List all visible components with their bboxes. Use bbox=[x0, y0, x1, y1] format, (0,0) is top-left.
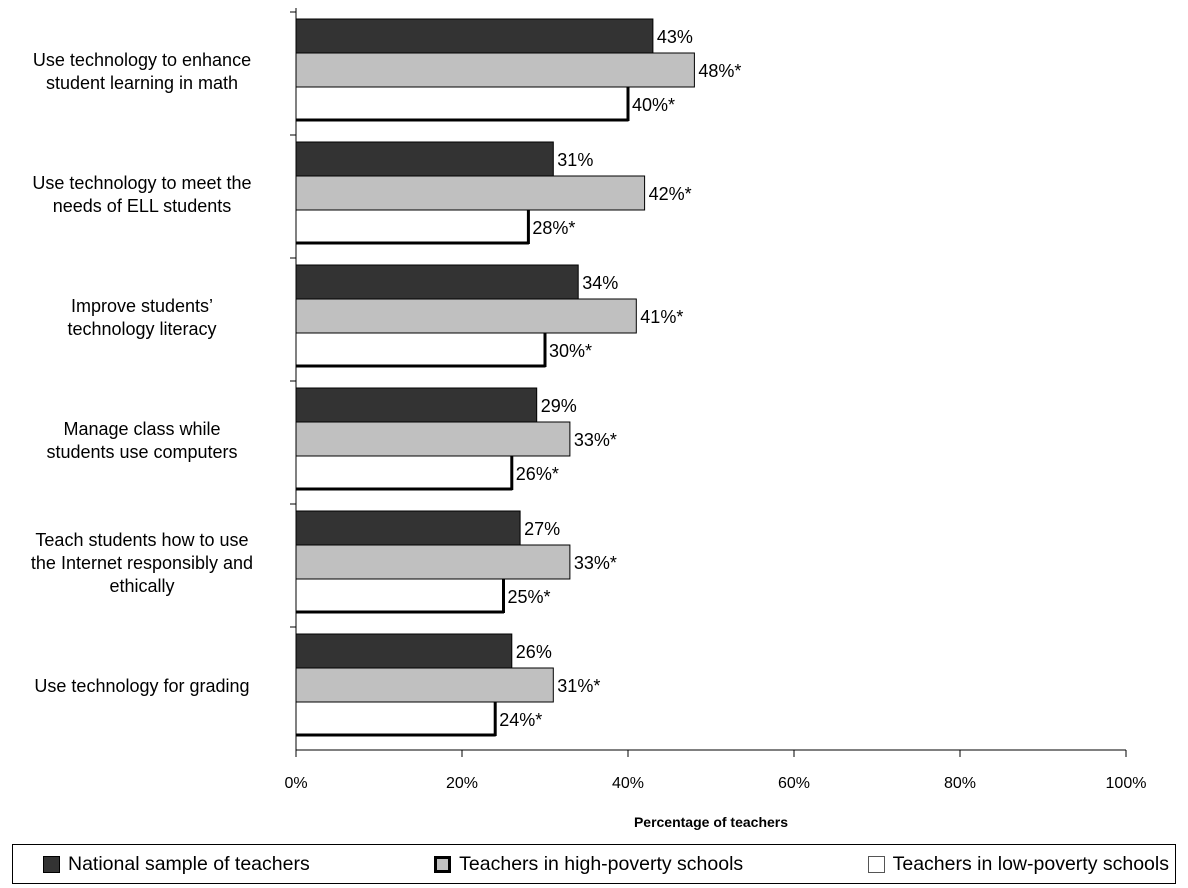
category-label-line: needs of ELL students bbox=[52, 195, 232, 216]
category-label-5: Teach students how to use the Internet re… bbox=[4, 529, 280, 598]
data-label-high-poverty-1: 48%* bbox=[698, 61, 741, 81]
axes-layer: 0% 20% 40% 60% 80% 100% bbox=[284, 8, 1146, 792]
legend-label-high-poverty: Teachers in high-poverty schools bbox=[459, 852, 744, 875]
bar-low-poverty-3 bbox=[295, 332, 546, 368]
category-label-line: Teach students how to use bbox=[35, 530, 249, 550]
category-label-line: student learning in math bbox=[45, 72, 239, 93]
bar-national-5 bbox=[295, 510, 521, 546]
category-label-line: ethically bbox=[109, 576, 175, 596]
category-label-3: Improve students’ technology literacy bbox=[4, 295, 280, 341]
data-label-low-poverty-5: 25%* bbox=[508, 587, 551, 607]
data-label-national-1: 43% bbox=[657, 27, 693, 47]
data-label-high-poverty-6: 31%* bbox=[557, 676, 600, 696]
bar-national-3 bbox=[295, 264, 579, 300]
category-label-4: Manage class while students use computers bbox=[4, 418, 280, 464]
data-label-low-poverty-1: 40%* bbox=[632, 95, 675, 115]
category-label-1: Use technology to enhance student learnin… bbox=[4, 49, 280, 95]
category-label-line: Use technology to enhance bbox=[32, 49, 252, 70]
x-axis-title: Percentage of teachers bbox=[633, 814, 789, 830]
x-tick-label-3: 40% bbox=[612, 775, 644, 792]
data-label-low-poverty-6: 24%* bbox=[499, 710, 542, 730]
category-label-6: Use technology for grading bbox=[4, 675, 280, 698]
legend-swatch-high-poverty bbox=[434, 855, 452, 873]
legend-swatch-low-poverty bbox=[867, 855, 885, 873]
category-label-line: Use technology to meet the bbox=[32, 172, 252, 193]
bar-high-poverty-5 bbox=[295, 544, 571, 580]
data-label-low-poverty-2: 28%* bbox=[532, 218, 575, 238]
data-label-high-poverty-3: 41%* bbox=[640, 307, 683, 327]
bars-layer: 43%48%* 40%* 31% 42%* 28%* 34% 41%* 30%* 29% 33%*… bbox=[295, 18, 741, 737]
category-label-2: Use technology to meet the needs of ELL s… bbox=[4, 172, 280, 218]
category-label-line: students use computers bbox=[46, 441, 238, 462]
data-label-high-poverty-4: 33%* bbox=[574, 430, 617, 450]
data-label-high-poverty-5: 33%* bbox=[574, 553, 617, 573]
data-label-national-3: 34% bbox=[582, 273, 618, 293]
category-label-line: technology literacy bbox=[67, 318, 217, 339]
data-label-low-poverty-3: 30%* bbox=[549, 341, 592, 361]
bar-high-poverty-3 bbox=[295, 298, 637, 334]
data-label-national-4: 29% bbox=[541, 396, 577, 416]
bar-low-poverty-5 bbox=[295, 578, 504, 614]
legend-item-national: National sample of teachers bbox=[43, 853, 310, 876]
bar-high-poverty-6 bbox=[295, 667, 554, 703]
x-tick-label-2: 20% bbox=[446, 775, 478, 792]
bar-low-poverty-1 bbox=[295, 86, 629, 122]
category-label-line: the Internet responsibly and bbox=[30, 553, 254, 573]
legend-label-low-poverty: Teachers in low-poverty schools bbox=[892, 852, 1169, 875]
bar-national-2 bbox=[295, 141, 554, 177]
legend-label-national: National sample of teachers bbox=[68, 852, 310, 875]
x-tick-label-5: 80% bbox=[944, 775, 976, 792]
legend: National sample of teachers Teachers in … bbox=[12, 844, 1176, 884]
legend-swatch-national bbox=[43, 855, 60, 873]
bar-national-6 bbox=[295, 633, 513, 669]
x-tick-label-1: 0% bbox=[284, 775, 307, 792]
bar-national-4 bbox=[295, 387, 538, 423]
bar-high-poverty-4 bbox=[295, 421, 571, 457]
legend-item-high-poverty: Teachers in high-poverty schools bbox=[434, 853, 743, 876]
data-label-national-5: 27% bbox=[524, 519, 560, 539]
bar-low-poverty-2 bbox=[295, 209, 529, 245]
legend-item-low-poverty: Teachers in low-poverty schools bbox=[867, 852, 1169, 876]
data-label-low-poverty-4: 26%* bbox=[516, 464, 559, 484]
bar-low-poverty-6 bbox=[295, 701, 496, 737]
bar-national-1 bbox=[295, 18, 654, 54]
category-label-line: Use technology for grading bbox=[34, 676, 250, 696]
category-label-line: Improve students’ bbox=[70, 295, 214, 316]
bar-high-poverty-2 bbox=[295, 175, 646, 211]
bar-low-poverty-4 bbox=[295, 455, 513, 491]
x-tick-label-4: 60% bbox=[778, 775, 810, 792]
data-label-national-2: 31% bbox=[557, 150, 593, 170]
data-label-national-6: 26% bbox=[516, 642, 552, 662]
data-label-high-poverty-2: 42%* bbox=[649, 184, 692, 204]
bar-high-poverty-1 bbox=[295, 52, 695, 88]
category-label-line: Manage class while bbox=[63, 418, 221, 439]
x-tick-label-6: 100% bbox=[1106, 775, 1147, 792]
